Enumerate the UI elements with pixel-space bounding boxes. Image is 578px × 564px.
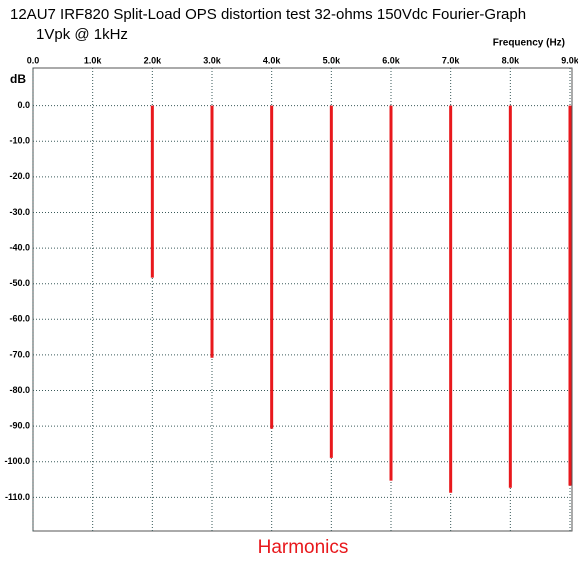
y-tick-label: -80.0 xyxy=(9,385,30,395)
y-tick-label: -100.0 xyxy=(4,456,30,466)
y-tick-label: -40.0 xyxy=(9,242,30,252)
y-axis-label: dB xyxy=(10,72,26,86)
y-tick-label: -30.0 xyxy=(9,207,30,217)
y-tick-label: -10.0 xyxy=(9,136,30,146)
x-tick-label: 2.0k xyxy=(144,55,163,65)
y-tick-label: -20.0 xyxy=(9,171,30,181)
bar xyxy=(270,105,274,429)
bar xyxy=(449,105,453,493)
chart-title: 12AU7 IRF820 Split-Load OPS distortion t… xyxy=(10,6,526,23)
x-tick-label: 9.0k xyxy=(561,55,578,65)
y-tick-label: -110.0 xyxy=(5,492,30,502)
bar xyxy=(329,105,333,458)
bar xyxy=(389,105,393,481)
bar xyxy=(508,105,512,488)
x-tick-label: 0.0 xyxy=(27,55,40,65)
x-tick-label: 1.0k xyxy=(84,55,103,65)
x-tick-label: 5.0k xyxy=(323,55,342,65)
bar xyxy=(150,105,154,278)
x-tick-label: 3.0k xyxy=(203,55,222,65)
y-tick-label: -60.0 xyxy=(9,314,30,324)
y-tick-label: -70.0 xyxy=(9,349,30,359)
bar xyxy=(568,105,572,486)
bar xyxy=(210,105,214,358)
y-tick-label: -50.0 xyxy=(9,278,30,288)
x-tick-label: 6.0k xyxy=(382,55,401,65)
x-tick-label: 4.0k xyxy=(263,55,282,65)
y-tick-label: -90.0 xyxy=(9,421,30,431)
y-tick-label: 0.0 xyxy=(17,100,30,110)
annotation: Harmonics xyxy=(258,537,349,558)
plot-frame xyxy=(32,67,573,532)
x-tick-label: 8.0k xyxy=(502,55,521,65)
chart-subtitle: 1Vpk @ 1kHz xyxy=(36,26,128,43)
x-tick-label: 7.0k xyxy=(442,55,461,65)
x-axis-label: Frequency (Hz) xyxy=(493,38,565,49)
